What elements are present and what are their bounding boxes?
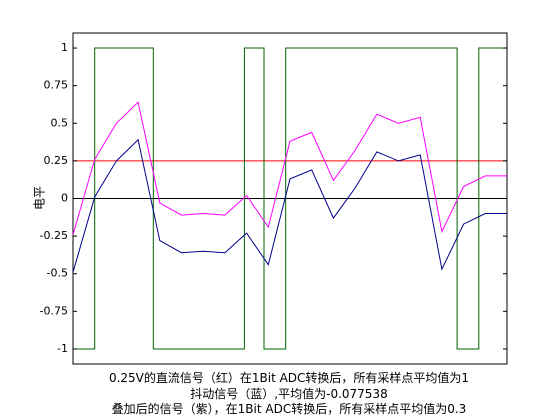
plot-area: 1 0.75 0.5 0.25 0 -0.25 -0.5 -0.75 -1 [40, 32, 508, 365]
y-tick-label: -1 [57, 342, 68, 355]
y-tick-label: 0 [61, 192, 68, 205]
y-tick-label: 0.25 [44, 154, 69, 167]
caption-line-1: 0.25V的直流信号（红）在1Bit ADC转换后，所有采样点平均值为1 [109, 370, 469, 385]
y-tick-label: 0.75 [44, 79, 69, 92]
dither-series-line [72, 138, 507, 273]
y-tick-label: -0.25 [40, 229, 68, 242]
adc-output-series-line [73, 47, 507, 350]
y-tick-label: -0.5 [47, 267, 68, 280]
y-tick-label: -0.75 [40, 304, 68, 317]
y-axis-label: 电平 [33, 186, 47, 210]
y-tick-label: 1 [61, 41, 68, 54]
caption-line-2: 抖动信号（蓝）,平均值为-0.077538 [190, 386, 387, 401]
sum-series-line [72, 101, 507, 235]
caption-line-3: 叠加后的信号（紫），在1Bit ADC转换后，所有采样点平均值为0.3 [112, 401, 467, 416]
y-tick-label: 0.5 [51, 116, 69, 129]
